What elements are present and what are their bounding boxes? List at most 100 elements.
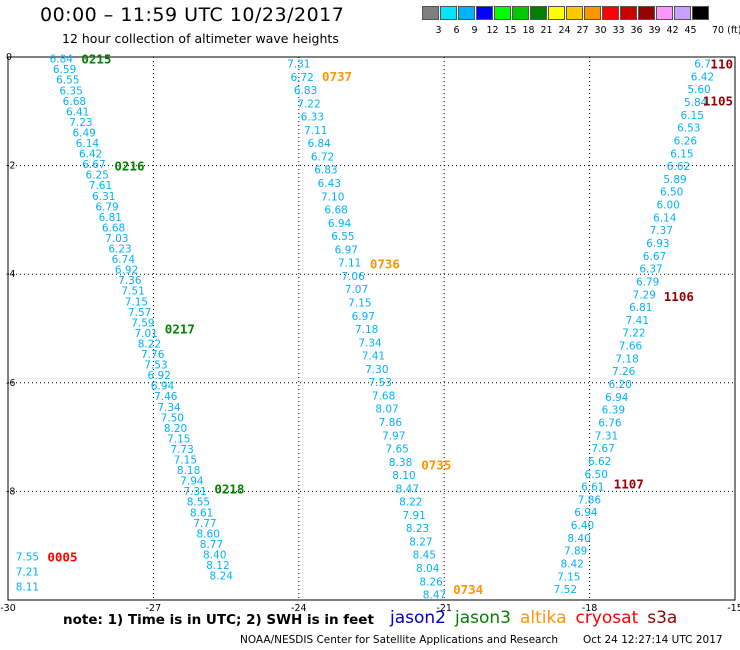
- pass-time-label: 0736: [370, 256, 400, 271]
- legend-swatch: [548, 6, 565, 20]
- wave-height-value: 7.31: [287, 59, 310, 71]
- x-tick-label: -24: [291, 603, 307, 614]
- wave-height-value: 7.57: [128, 307, 151, 319]
- pass-time-label: 110: [710, 57, 733, 72]
- wave-height-value: 6.94: [605, 392, 629, 404]
- wave-height-value: 6.79: [636, 276, 659, 288]
- pass-time-label: 0734: [453, 582, 483, 597]
- wave-height-value: 8.45: [413, 550, 436, 562]
- wave-height-value: 7.76: [141, 349, 165, 361]
- wave-height-value: 7.52: [554, 584, 577, 596]
- wave-height-value: 7.50: [161, 412, 184, 424]
- generated-timestamp: Oct 24 12:27:14 UTC 2017: [583, 634, 723, 646]
- satellite-jason2: jason2: [390, 608, 446, 628]
- legend-swatch: [638, 6, 655, 20]
- wave-height-value: 6.67: [643, 251, 666, 263]
- wave-height-value: 7.53: [144, 360, 167, 372]
- wave-height-value: 8.47: [423, 590, 446, 602]
- satellite-cryosat: cryosat: [575, 608, 639, 628]
- wave-height-value: 7.59: [131, 317, 154, 329]
- wave-height-value: 6.49: [72, 127, 95, 139]
- wave-height-value: 6.26: [674, 135, 698, 147]
- wave-height-value: 5.60: [687, 84, 710, 96]
- x-tick-label: -18: [582, 603, 598, 614]
- wave-height-value: 8.07: [375, 404, 398, 416]
- wave-height-value: 7.03: [105, 233, 128, 245]
- satellite-jason3: jason3: [455, 608, 511, 628]
- pass-time-label: 0735: [421, 457, 451, 472]
- legend-swatch: [674, 6, 691, 20]
- wave-height-value: 7.86: [578, 494, 602, 506]
- legend-label: 18: [522, 25, 535, 36]
- wave-height-value: 8.23: [406, 523, 429, 535]
- wave-height-value: 7.34: [157, 402, 181, 414]
- wave-height-value: 7.29: [633, 289, 656, 301]
- wave-height-value: 7.15: [167, 433, 190, 445]
- legend-label: 21: [540, 25, 553, 36]
- wave-height-value: 7.77: [193, 518, 216, 530]
- legend-unit: 70 (ft): [712, 25, 740, 36]
- wave-height-value: 7.06: [341, 271, 365, 283]
- wave-height-value: 6.97: [335, 244, 358, 256]
- wave-height-value: 6.94: [151, 381, 175, 393]
- satellite-altika: altika: [520, 608, 567, 628]
- wave-height-value: 6.14: [653, 212, 677, 224]
- pass-time-label: 1107: [614, 476, 644, 491]
- wave-height-value: 7.18: [615, 353, 638, 365]
- wave-height-value: 6.74: [112, 254, 136, 266]
- wave-height-value: 6.93: [646, 238, 669, 250]
- wave-height-value: 6.84: [307, 138, 331, 150]
- wave-height-value: 6.43: [318, 178, 341, 190]
- legend-swatch: [566, 6, 583, 20]
- wave-height-value: 7.46: [154, 391, 178, 403]
- legend-label: 3: [435, 25, 442, 36]
- wave-height-value: 7.37: [650, 225, 673, 237]
- wave-height-value: 7.89: [564, 546, 587, 558]
- wave-height-value: 8.77: [200, 539, 223, 551]
- legend-label: 15: [504, 25, 517, 36]
- wave-height-value: 7.15: [348, 297, 371, 309]
- wave-height-value: 7.41: [626, 315, 649, 327]
- wave-height-value: 6.62: [667, 161, 690, 173]
- wave-height-value: 7.22: [622, 328, 645, 340]
- wave-height-value: 7.53: [369, 377, 392, 389]
- wave-height-value: 8.10: [392, 470, 415, 482]
- wave-height-value: 7.30: [365, 364, 388, 376]
- wave-height-value: 6.83: [294, 85, 317, 97]
- wave-height-value: 7.86: [379, 417, 403, 429]
- wave-height-value: 6.67: [82, 159, 105, 171]
- wave-height-value: 6.79: [95, 201, 118, 213]
- wave-height-value: 6.81: [99, 212, 122, 224]
- x-tick-label: -15: [727, 603, 740, 614]
- pass-time-label: 0216: [114, 159, 144, 174]
- wave-height-value: 8.60: [197, 528, 220, 540]
- wave-height-value: 6.94: [574, 507, 598, 519]
- wave-height-value: 8.22: [399, 497, 422, 509]
- legend-swatch: [440, 6, 457, 20]
- x-tick-label: -30: [0, 603, 16, 614]
- wave-height-value: 7.97: [382, 430, 405, 442]
- wave-height-value: 6.59: [53, 64, 76, 76]
- legend-label: 39: [648, 25, 661, 36]
- wave-height-value: 6.50: [585, 469, 608, 481]
- wave-height-value: 6.50: [660, 187, 683, 199]
- pass-time-label: 0215: [81, 52, 111, 67]
- wave-height-value: 6.55: [56, 75, 79, 87]
- grid-lines: [7, 56, 736, 601]
- wave-height-value: 6.31: [92, 191, 115, 203]
- satellite-legend: jason2 jason3 altika cryosat s3a: [390, 608, 686, 628]
- wave-height-value: 6.72: [290, 72, 313, 84]
- wave-height-value: 6.62: [588, 456, 611, 468]
- wave-height-value: 7.94: [180, 476, 204, 488]
- y-tick-label: -8: [6, 486, 15, 497]
- legend-swatch: [584, 6, 601, 20]
- wave-height-value: 6.33: [301, 112, 324, 124]
- wave-height-value: 7.68: [372, 390, 395, 402]
- wave-height-value: 6.41: [66, 106, 89, 118]
- wave-height-value: 7.91: [402, 510, 425, 522]
- wave-height-value: 7.07: [345, 284, 368, 296]
- legend-swatch: [494, 6, 511, 20]
- wave-height-value: 7.21: [16, 566, 39, 578]
- legend-label: 6: [453, 25, 460, 36]
- pass-time-label: 0217: [165, 322, 195, 337]
